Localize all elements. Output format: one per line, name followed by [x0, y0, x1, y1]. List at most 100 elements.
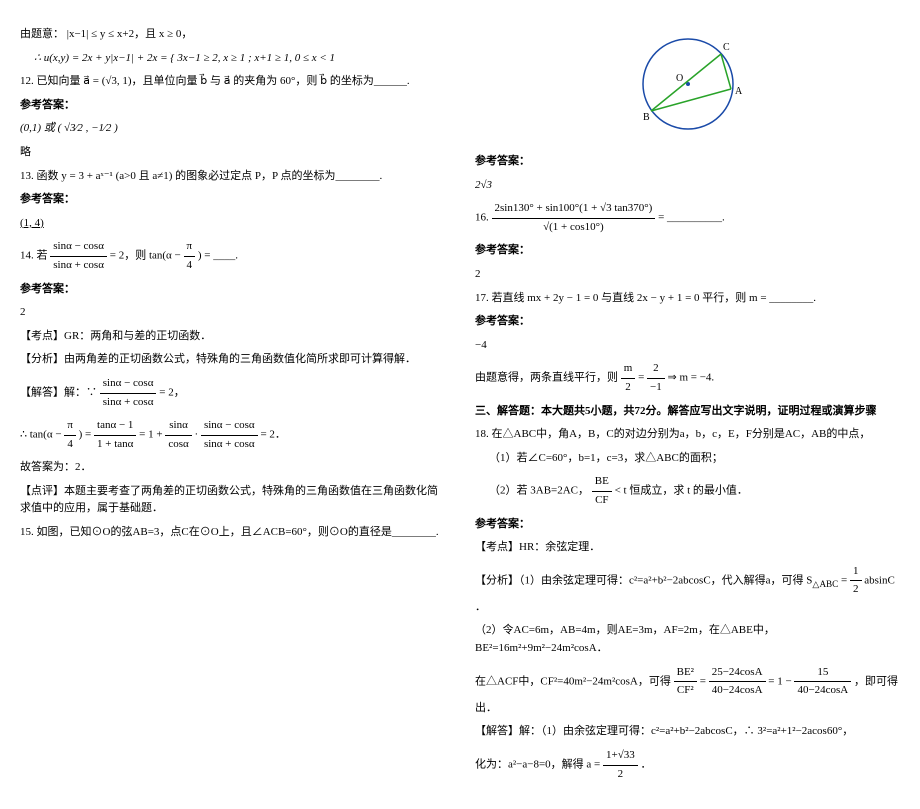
numerator: 15 — [794, 664, 851, 683]
sol-suffix: = 2， — [159, 387, 184, 399]
answer-15: 2√3 — [475, 177, 900, 195]
denominator: 2 — [850, 581, 862, 599]
q14-prefix: 14. 若 — [20, 250, 48, 262]
answer-label: 参考答案： — [475, 313, 900, 331]
p2-a: （2）若 3AB=2AC， — [489, 485, 589, 497]
numerator: sinα − cosα — [201, 417, 258, 436]
denominator: √(1 + cos10°) — [492, 219, 656, 237]
numerator: sinα − cosα — [100, 375, 157, 394]
fraction: 2sin130° + sin100°(1 + √3 tan370°) √(1 +… — [492, 200, 656, 236]
denominator: CF — [592, 492, 612, 510]
q18-part1: （1）若∠C=60°，b=1，c=3，求△ABC的面积； — [475, 450, 900, 468]
numerator: 2 — [647, 360, 665, 379]
denominator: CF² — [674, 682, 697, 700]
question-12: 12. 已知向量 a⃗ = (√3, 1)，且单位向量 b⃗ 与 a⃗ 的夹角为… — [20, 73, 445, 91]
fraction: m 2 — [621, 360, 636, 396]
exp-a: 由题意得，两条直线平行，则 — [475, 372, 618, 384]
q16-suffix: = __________. — [658, 212, 725, 224]
question-14: 14. 若 sinα − cosα sinα + cosα = 2，则 tan(… — [20, 238, 445, 274]
sol-prefix: 【解答】解：∵ — [20, 387, 97, 399]
numerator: 1 — [850, 563, 862, 582]
q18-part2: （2）若 3AB=2AC， BE CF < t 恒成立，求 t 的最小值． — [475, 473, 900, 509]
solution-18: 【解答】解：（1）由余弦定理可得：c²=a²+b²−2abcosC，∴ 3²=a… — [475, 723, 900, 741]
q16-prefix: 16. — [475, 212, 492, 224]
deriv-e: = 1 + — [139, 429, 162, 441]
denominator: 40−24cosA — [794, 682, 851, 700]
fraction: 1+√33 2 — [603, 747, 638, 783]
answer-12: (0,1) 或 ( √3⁄2 , −1⁄2 ) — [20, 120, 445, 138]
analysis-18a: 【分析】（1）由余弦定理可得：c²=a²+b²−2abcosC，代入解得a，可得… — [475, 563, 900, 617]
solution-line: 【解答】解：∵ sinα − cosα sinα + cosα = 2， — [20, 375, 445, 411]
label-c: C — [723, 42, 730, 53]
question-13: 13. 函数 y = 3 + aˣ⁻¹ (a>0 且 a≠1) 的图象必过定点 … — [20, 168, 445, 186]
left-column: 由题意： |x−1| ≤ y ≤ x+2，且 x ≥ 0， ∴ u(x,y) =… — [20, 20, 445, 789]
explanation-17: 由题意得，两条直线平行，则 m 2 = 2 −1 ⇒ m = −4. — [475, 360, 900, 396]
numerator: sinα − cosα — [50, 238, 107, 257]
numerator: 25−24cosA — [709, 664, 766, 683]
geometry-svg: O B A C — [613, 24, 763, 144]
numerator: π — [64, 417, 76, 436]
answer-label: 参考答案： — [20, 97, 445, 115]
question-16: 16. 2sin130° + sin100°(1 + √3 tan370°) √… — [475, 200, 900, 236]
c-c: = 1 − — [768, 675, 791, 687]
label-o: O — [676, 73, 683, 84]
fraction: sinα − cosα sinα + cosα — [100, 375, 157, 411]
p2-b: < t 恒成立，求 t 的最小值． — [615, 485, 748, 497]
denominator: 1 + tanα — [94, 436, 136, 454]
c-b: = — [700, 675, 706, 687]
fraction: 1 2 — [850, 563, 862, 599]
fraction: 25−24cosA 40−24cosA — [709, 664, 766, 700]
label-b: B — [643, 112, 650, 123]
line-bc — [651, 54, 721, 111]
analysis: 【分析】由两角差的正切函数公式，特殊角的三角函数值化简所求即可计算得解． — [20, 351, 445, 369]
exam-point-18: 【考点】HR：余弦定理． — [475, 539, 900, 557]
answer-label: 参考答案： — [475, 516, 900, 534]
denominator: sinα + cosα — [50, 257, 107, 275]
brief-note: 略 — [20, 144, 445, 162]
denominator: −1 — [647, 379, 665, 397]
denominator: 4 — [64, 436, 76, 454]
label-a: A — [735, 86, 743, 97]
right-column: O B A C 参考答案： 2√3 16. 2sin130° + sin100°… — [475, 20, 900, 789]
numerator: sinα — [165, 417, 191, 436]
answer-16: 2 — [475, 266, 900, 284]
numerator: 1+√33 — [603, 747, 638, 766]
numerator: π — [184, 238, 196, 257]
fraction: BE CF — [592, 473, 612, 509]
q14-mid: = 2，则 tan(α − — [110, 250, 181, 262]
fraction: sinα − cosα sinα + cosα — [50, 238, 107, 274]
answer-14: 2 — [20, 304, 445, 322]
answer-17: −4 — [475, 337, 900, 355]
answer-label: 参考答案： — [475, 242, 900, 260]
comment: 【点评】本题主要考查了两角差的正切函数公式，特殊角的三角函数值在三角函数化简求值… — [20, 483, 445, 518]
denominator: cosα — [165, 436, 191, 454]
numerator: 2sin130° + sin100°(1 + √3 tan370°) — [492, 200, 656, 219]
denominator: sinα + cosα — [201, 436, 258, 454]
solution-derivation: ∴ tan(α − π 4 ) = tanα − 1 1 + tanα = 1 … — [20, 417, 445, 453]
q14-suffix: ) = ____. — [198, 250, 238, 262]
an-a: 【分析】（1）由余弦定理可得：c²=a²+b²−2abcosC，代入解得a，可得… — [475, 574, 812, 586]
analysis-18b: （2）令AC=6m，AB=4m，则AE=3m，AF=2m，在△ABE中，BE²=… — [475, 622, 900, 657]
fin-a: 化为：a²−a−8=0，解得 a = — [475, 759, 600, 771]
denominator: 2 — [621, 379, 636, 397]
circle-diagram: O B A C — [475, 24, 900, 147]
fraction: π 4 — [64, 417, 76, 453]
deriv-a: ∴ tan(α − — [20, 429, 62, 441]
numerator: m — [621, 360, 636, 379]
question-17: 17. 若直线 mx + 2y − 1 = 0 与直线 2x − y + 1 =… — [475, 290, 900, 308]
fraction: tanα − 1 1 + tanα — [94, 417, 136, 453]
answer-label: 参考答案： — [20, 191, 445, 209]
fraction: sinα cosα — [165, 417, 191, 453]
question-18: 18. 在△ABC中，角A，B，C的对边分别为a，b，c，E，F分别是AC，AB… — [475, 426, 900, 444]
numerator: BE² — [674, 664, 697, 683]
fraction: 15 40−24cosA — [794, 664, 851, 700]
exp-b: = — [638, 372, 647, 384]
numerator: BE — [592, 473, 612, 492]
answer-label: 参考答案： — [475, 153, 900, 171]
section-3-heading: 三、解答题：本大题共5小题，共72分。解答应写出文字说明，证明过程或演算步骤 — [475, 403, 900, 421]
sub-abc: △ABC — [812, 579, 838, 589]
analysis-18c: 在△ACF中，CF²=40m²−24m²cosA，可得 BE² CF² = 25… — [475, 664, 900, 718]
answer-label: 参考答案： — [20, 281, 445, 299]
an-b: = — [841, 574, 847, 586]
deriv-c: ) = — [79, 429, 92, 441]
